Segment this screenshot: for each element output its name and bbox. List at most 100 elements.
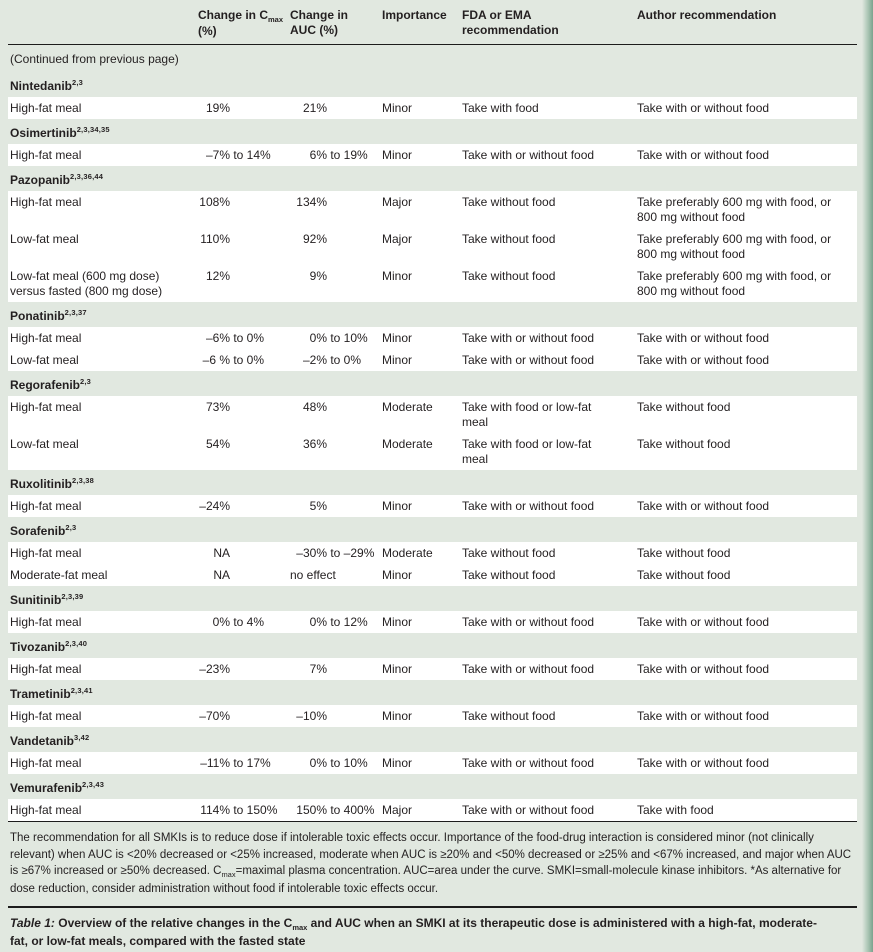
cmax-change-cell: 0% to 4% [212, 615, 265, 629]
author-recommendation-cell: Take with or without food [637, 101, 770, 115]
drug-reference-superscript: 3,42 [74, 733, 90, 742]
meal-label-cell: High-fat meal [10, 615, 82, 629]
cmax-change-cell: –23% [199, 662, 230, 676]
fda-recommendation-cell: Take without food [462, 232, 556, 246]
drug-name: Sorafenib2,3 [8, 524, 196, 539]
importance-cell: Minor [382, 331, 413, 345]
footnote-divider [8, 821, 857, 822]
fda-recommendation-cell: Take with food [462, 101, 539, 115]
fda-recommendation-cell: Take with or without food [462, 353, 595, 367]
importance-cell: Moderate [382, 400, 433, 414]
drug-name-text: Pazopanib [10, 173, 71, 187]
author-recommendation-cell: Take with or without food [637, 148, 770, 162]
table-footnote: The recommendation for all SMKIs is to r… [8, 822, 857, 906]
auc-change-cell: 134% [296, 195, 327, 209]
author-recommendation-cell: Take with or without food [637, 499, 770, 513]
meal-label-cell: High-fat meal [10, 662, 82, 676]
data-row: Moderate-fat meal NA no effect Minor Take wi… [8, 564, 857, 586]
cmax-change-cell: 19% [205, 101, 230, 115]
meal-label-cell: High-fat meal [10, 546, 82, 560]
meal-label-cell: High-fat meal [10, 709, 82, 723]
importance-cell: Moderate [382, 546, 433, 560]
auc-change-cell: 21% [302, 101, 327, 115]
footnote-text-1: The recommendation for all SMKIs is to r… [10, 832, 852, 877]
meal-label-cell: High-fat meal [10, 195, 82, 209]
meal-label-cell: Low-fat meal (600 mg dose) versus fasted… [10, 269, 163, 298]
drug-name-text: Osimertinib [10, 126, 77, 140]
table-caption: Table 1: Overview of the relative change… [8, 908, 824, 949]
section-row: Vandetanib3,42 [8, 727, 857, 752]
cmax-change-cell: 110% [200, 232, 230, 246]
meal-label-cell: High-fat meal [10, 499, 82, 513]
section-row: Pazopanib2,3,36,44 [8, 166, 857, 191]
cmax-change-cell: 114% to 150% [200, 803, 278, 817]
data-row: High-fat meal –23% 7% Minor Take with or wit… [8, 658, 857, 680]
cmax-subscript: max [268, 15, 284, 24]
data-row: High-fat meal –6% to 0% 0% to 10% Minor Take… [8, 327, 857, 349]
drug-name-text: Sunitinib [10, 593, 62, 607]
header-meal-column-spacer [8, 8, 196, 39]
journal-table: Change in Cmax (%) Change in AUC (%) Imp… [8, 0, 857, 949]
author-recommendation-cell: Take with or without food [637, 662, 770, 676]
caption-divider [8, 906, 857, 908]
importance-cell: Minor [382, 709, 413, 723]
meal-label-cell: High-fat meal [10, 756, 82, 770]
continued-note: (Continued from previous page) [10, 52, 179, 66]
data-row: High-fat meal –11% to 17% 0% to 10% Minor Ta… [8, 752, 857, 774]
auc-change-cell: 92% [302, 232, 327, 246]
footnote-cmax-subscript: max [221, 870, 236, 879]
header-change-cmax: Change in Cmax (%) [196, 8, 290, 39]
drug-name-text: Regorafenib [10, 378, 81, 392]
fda-recommendation-cell: Take with or without food [462, 615, 595, 629]
meal-label-cell: Low-fat meal [10, 232, 79, 246]
drug-name: Ruxolitinib2,3,38 [8, 477, 196, 492]
fda-recommendation-cell: Take with food or low-fat meal [462, 400, 592, 429]
caption-cmax-subscript: max [292, 923, 308, 932]
fda-recommendation-cell: Take without food [462, 546, 556, 560]
cmax-change-cell: 73% [205, 400, 230, 414]
auc-change-cell: 48% [302, 400, 327, 414]
importance-cell: Major [382, 232, 413, 246]
author-recommendation-cell: Take without food [637, 437, 731, 451]
drug-reference-superscript: 2,3,40 [65, 639, 88, 648]
fda-recommendation-cell: Take with food or low-fat meal [462, 437, 592, 466]
drug-reference-superscript: 2,3,39 [61, 592, 84, 601]
meal-label-cell: High-fat meal [10, 803, 82, 817]
header-cmax-prefix: Change in C [198, 8, 269, 22]
drug-reference-superscript: 2,3,34,35 [76, 125, 110, 134]
fda-recommendation-cell: Take without food [462, 568, 556, 582]
drug-name-text: Nintedanib [10, 79, 72, 93]
header-change-auc: Change in AUC (%) [290, 8, 349, 37]
auc-change-cell: –30% to –29% [296, 546, 375, 560]
author-recommendation-cell: Take with or without food [637, 709, 770, 723]
table-header-row: Change in Cmax (%) Change in AUC (%) Imp… [8, 0, 857, 45]
drug-name-text: Ponatinib [10, 309, 65, 323]
meal-label-cell: High-fat meal [10, 331, 82, 345]
author-recommendation-cell: Take with food [637, 803, 714, 817]
drug-reference-superscript: 2,3,37 [64, 308, 87, 317]
drug-name-text: Tivozanib [10, 640, 66, 654]
cmax-change-cell: –6 % to 0% [202, 353, 265, 367]
cmax-change-cell: NA [213, 546, 230, 560]
data-row: High-fat meal 19% 21% Minor Take with food Ta… [8, 97, 857, 119]
auc-change-cell: 5% [309, 499, 327, 513]
importance-cell: Minor [382, 148, 413, 162]
drug-name: Vandetanib3,42 [8, 734, 196, 749]
data-row: Low-fat meal 54% 36% Moderate Take with food… [8, 433, 857, 470]
drug-name: Vemurafenib2,3,43 [8, 781, 196, 796]
drug-name: Nintedanib2,3 [8, 79, 196, 94]
cmax-change-cell: 12% [205, 269, 230, 283]
drug-name-text: Vandetanib [10, 734, 75, 748]
cmax-change-cell: –24% [199, 499, 230, 513]
meal-label-cell: High-fat meal [10, 148, 82, 162]
auc-change-cell: 36% [302, 437, 327, 451]
importance-cell: Moderate [382, 437, 433, 451]
author-recommendation-cell: Take with or without food [637, 331, 770, 345]
drug-name: Osimertinib2,3,34,35 [8, 126, 196, 141]
author-recommendation-cell: Take preferably 600 mg with food, or 800… [637, 232, 832, 261]
cmax-change-cell: –6% to 0% [205, 331, 265, 345]
caption-text-1: Overview of the relative changes in the … [54, 916, 293, 930]
drug-reference-superscript: 2,3,41 [70, 686, 93, 695]
footnote-text-2: =maximal plasma concentration. AUC=area … [10, 865, 842, 895]
data-row: High-fat meal 108% 134% Major Take without f… [8, 191, 857, 228]
